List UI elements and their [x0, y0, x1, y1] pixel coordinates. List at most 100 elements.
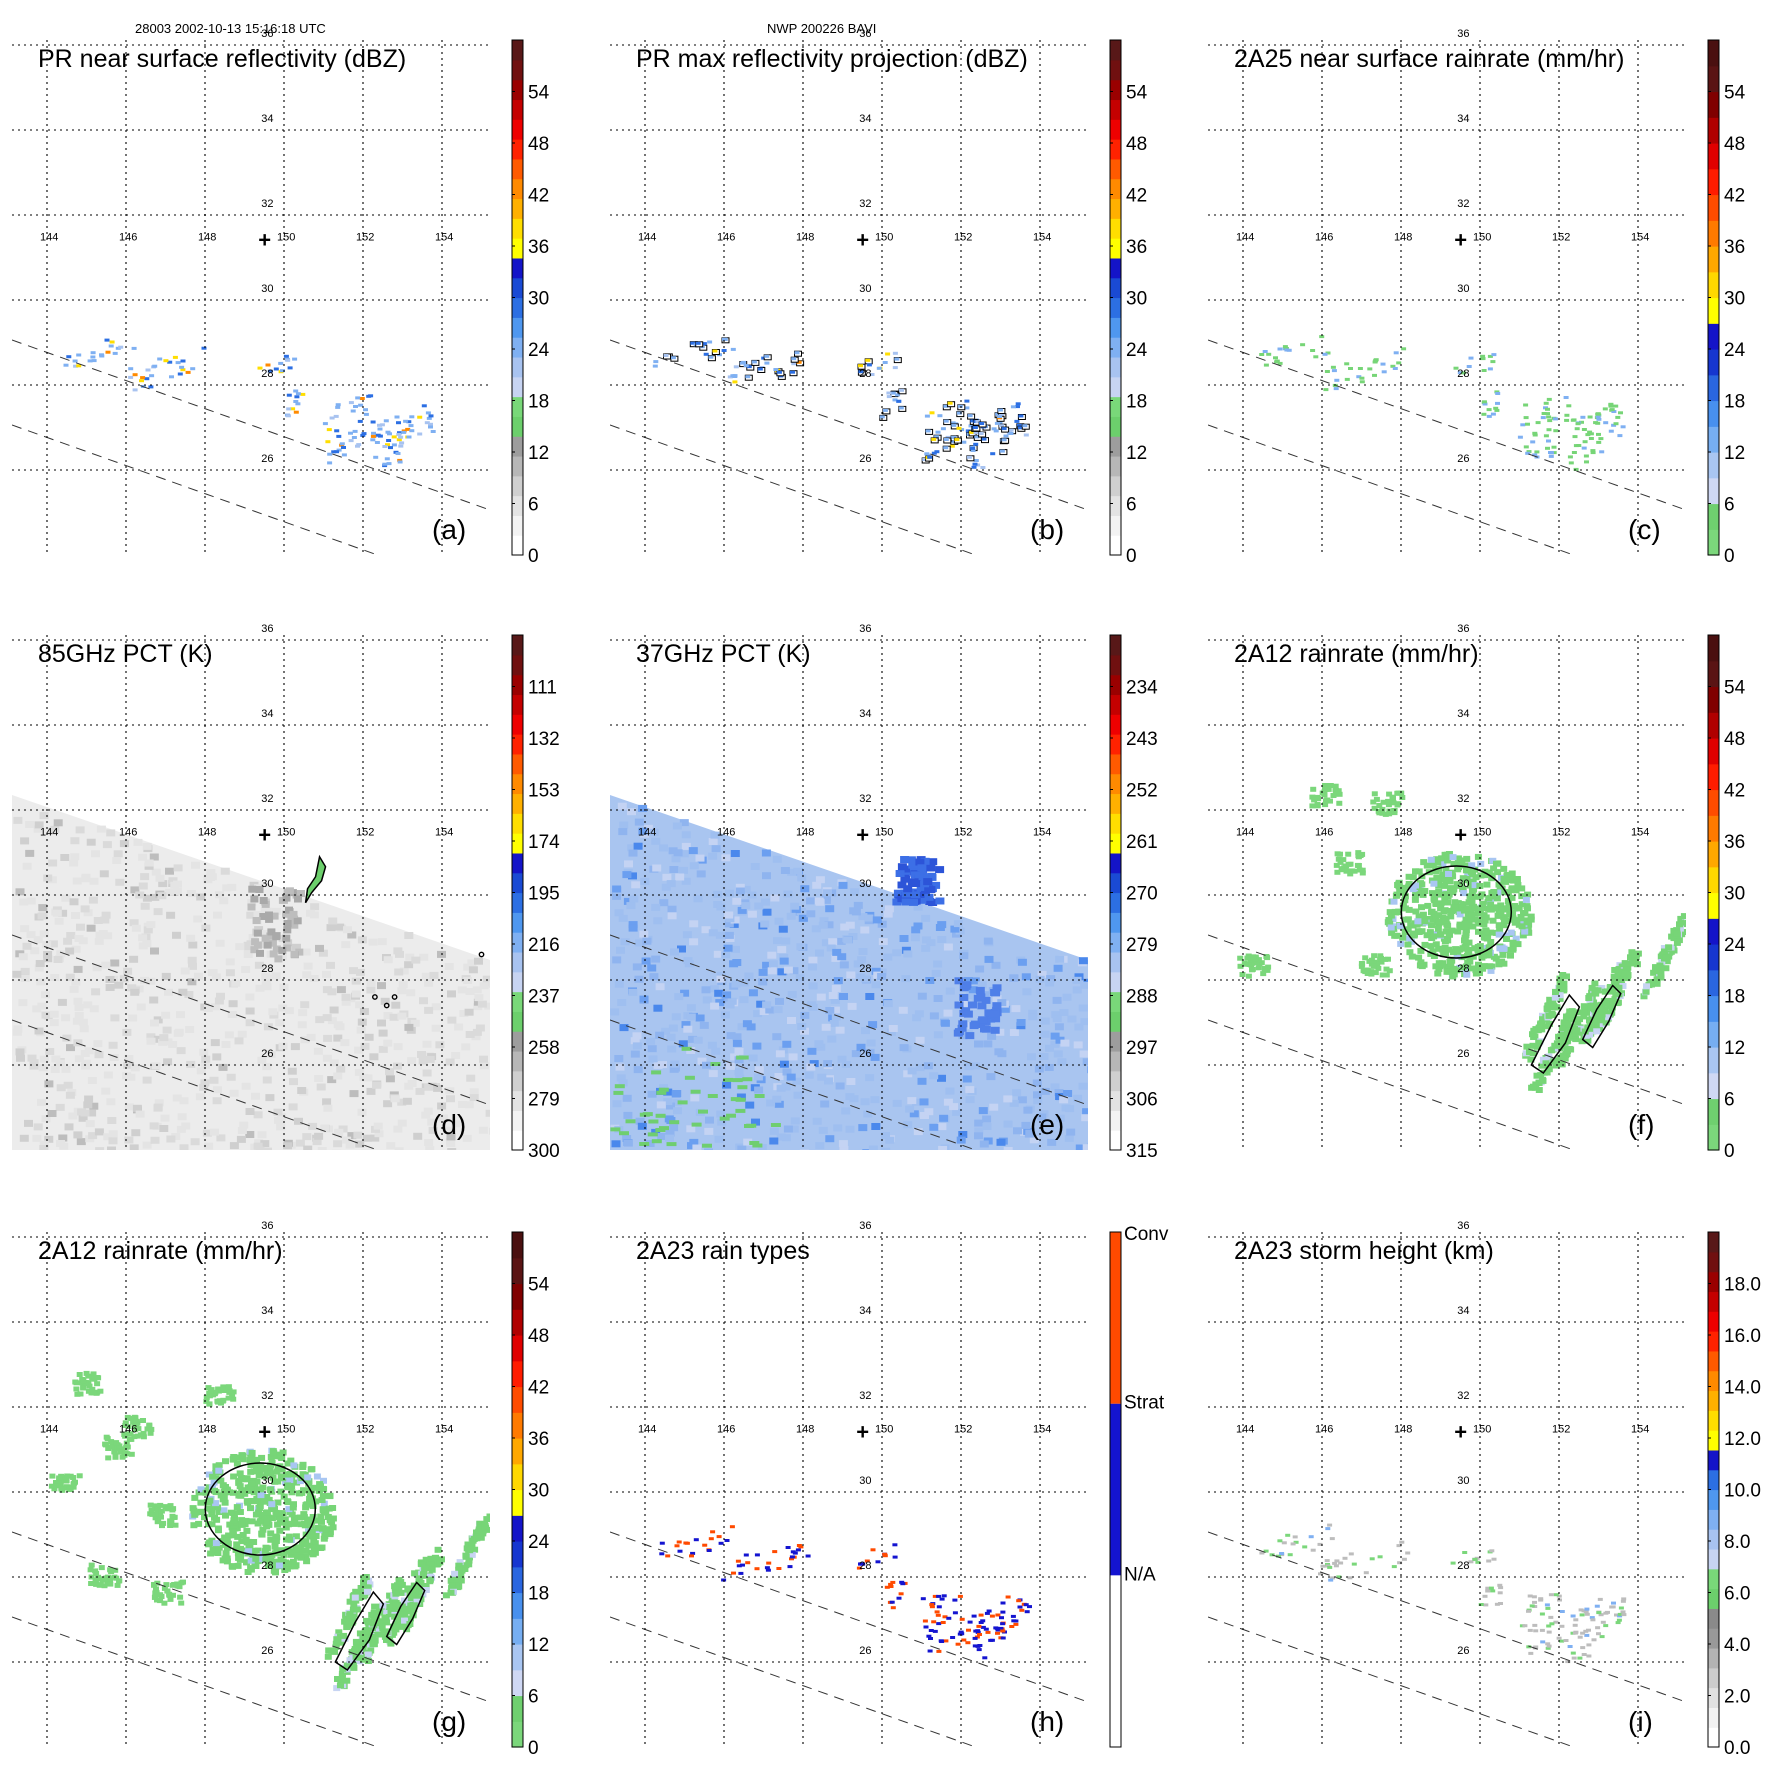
rain-pixel — [238, 1521, 246, 1528]
rain-pixel — [1508, 885, 1516, 892]
tmi-pixel — [943, 1098, 953, 1106]
tmi-pixel — [391, 1001, 401, 1009]
tmi-pixel — [1028, 1013, 1038, 1021]
tmi-pixel — [861, 1027, 870, 1035]
tmi-pixel — [216, 992, 225, 1000]
rain-pixel — [428, 1566, 436, 1573]
rain-pixel — [144, 1426, 151, 1432]
colorbar-tick-label: 30 — [528, 289, 549, 310]
colorbar-segment — [1708, 1047, 1719, 1074]
swath-edge — [1208, 1019, 1576, 1150]
tmi-pixel — [33, 825, 43, 833]
tmi-pixel — [1003, 1120, 1013, 1128]
rain-pixel — [1513, 885, 1520, 892]
echo-pixel — [63, 363, 69, 367]
echo-pixel — [892, 351, 898, 355]
tmi-green — [691, 1122, 702, 1127]
lat-tick-label: 34 — [261, 113, 273, 125]
tmi-pixel — [1009, 1029, 1019, 1036]
rain-pixel — [386, 1611, 393, 1618]
tmi-pixel — [797, 1023, 807, 1030]
tmi-pixel — [99, 870, 109, 878]
colorbar-segment — [512, 139, 523, 160]
tmi-pixel — [221, 1041, 231, 1048]
echo-pixel — [375, 433, 381, 437]
tmi-pixel — [357, 1018, 367, 1026]
echo-pixel — [1618, 411, 1623, 415]
panel-title: PR max reflectivity projection (dBZ) — [636, 45, 1028, 73]
rain-pixel — [1660, 945, 1668, 951]
tmi-core — [247, 903, 256, 911]
tmi-core — [917, 864, 927, 872]
center-marker: + — [1454, 823, 1467, 848]
echo-pixel — [334, 429, 340, 433]
tmi-pixel — [745, 1101, 755, 1109]
tmi-pixel — [73, 1039, 83, 1047]
tmi-pixel — [20, 967, 30, 975]
tmi-pixel — [181, 1122, 191, 1130]
lat-tick-label: 30 — [1457, 878, 1469, 890]
rain-pixel — [170, 1592, 176, 1598]
colorbar-segment — [1110, 1011, 1121, 1032]
rain-pixel — [258, 1454, 266, 1461]
echo-pixel — [1331, 369, 1337, 373]
echo-pixel — [950, 421, 956, 425]
colorbar-segment — [1708, 815, 1719, 842]
tmi-pixel — [423, 1107, 433, 1115]
lon-tick-label: 144 — [40, 231, 58, 243]
tmi-pixel — [236, 1135, 246, 1143]
tmi-pixel — [315, 944, 324, 952]
lon-tick-label: 152 — [1552, 826, 1570, 838]
echo-pixel — [1588, 432, 1594, 436]
echo-pixel — [293, 400, 299, 403]
echo-pixel — [1543, 401, 1549, 405]
echo-pixel — [386, 462, 392, 466]
rain-pixel — [1521, 928, 1529, 935]
rain-pixel — [1529, 1083, 1537, 1090]
tmi-pixel — [475, 1024, 485, 1032]
rain-pixel — [364, 1651, 372, 1658]
tmi-pixel — [635, 1117, 645, 1125]
rain-pixel — [416, 1595, 424, 1602]
tmi-pixel — [357, 1108, 367, 1116]
colorbar-tick-label: 279 — [1126, 935, 1158, 956]
tmi-pixel — [166, 911, 176, 919]
echo-pixel — [287, 366, 293, 370]
colorbar-segment — [1708, 349, 1719, 376]
rain-pixel — [1559, 972, 1567, 978]
tmi-pixel — [913, 922, 923, 930]
tmi-pixel — [659, 899, 669, 907]
rain-pixel — [248, 1449, 256, 1456]
rain-pixel — [276, 1550, 284, 1557]
colorbar-segment — [512, 257, 523, 279]
tmi-pixel — [811, 925, 821, 933]
colorbar-segment — [512, 455, 523, 477]
rain-pixel — [77, 1391, 84, 1397]
map-field — [610, 635, 1088, 1150]
rain-pixel — [1241, 960, 1248, 966]
tmi-pixel — [43, 955, 53, 963]
rain-pixel — [317, 1545, 325, 1551]
rain-pixel — [1457, 882, 1465, 889]
tmi-pixel — [1079, 1050, 1088, 1058]
rain-pixel — [1337, 859, 1344, 865]
swath-edge — [12, 1616, 380, 1747]
rain-pixel — [1614, 999, 1622, 1006]
colorbar-segment — [512, 1283, 523, 1310]
rain-pixel — [1418, 904, 1425, 911]
rain-pixel — [1354, 862, 1361, 868]
colorbar-segment — [512, 40, 523, 61]
colorbar-segment — [1110, 515, 1121, 536]
rain-pixel — [232, 1454, 240, 1461]
tmi-pixel — [309, 975, 319, 982]
echo-pixel — [257, 366, 263, 370]
tmi-pixel — [153, 908, 163, 916]
rain-pixel — [1370, 960, 1377, 966]
tmi-pixel — [823, 1060, 833, 1068]
tmi-pixel — [464, 1008, 474, 1016]
rain-pixel — [236, 1470, 244, 1477]
lat-tick-label: 36 — [1457, 28, 1469, 40]
echo-pixel — [997, 421, 1003, 425]
tmi-pixel — [651, 955, 661, 963]
colorbar-tick-label: 30 — [1724, 884, 1745, 905]
